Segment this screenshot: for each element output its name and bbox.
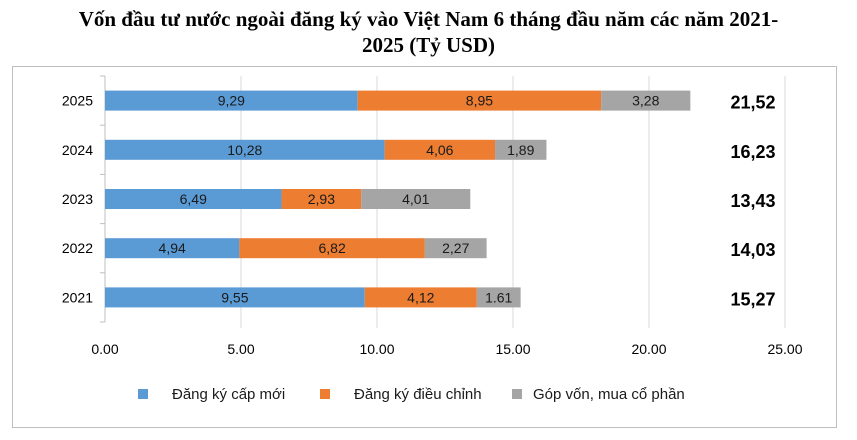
bar-segment [357, 90, 602, 111]
data-label: 2,93 [308, 191, 335, 207]
y-category-label: 2023 [62, 191, 93, 207]
bar-segment [424, 238, 487, 259]
data-label: 9,29 [218, 93, 245, 109]
bar-segment [364, 287, 477, 308]
x-tick-label: 25.00 [767, 341, 802, 357]
total-label: 16,23 [730, 142, 775, 162]
y-category-label: 2022 [62, 240, 93, 256]
bar-segment [105, 238, 240, 259]
data-label: 1,89 [507, 142, 534, 158]
legend-swatch [512, 389, 522, 399]
legend-swatch [138, 389, 148, 399]
x-tick-label: 0.00 [91, 341, 118, 357]
chart-title: Vốn đầu tư nước ngoài đăng ký vào Việt N… [0, 6, 857, 58]
bar-segment [281, 189, 362, 209]
data-label: 6,49 [180, 191, 207, 207]
legend-label: Đăng ký điều chỉnh [354, 386, 482, 403]
total-label: 21,52 [730, 93, 775, 113]
y-category-label: 2024 [62, 142, 93, 158]
bar-segment [495, 139, 547, 160]
data-label: 10,28 [227, 142, 262, 158]
total-label: 13,43 [730, 191, 775, 211]
legend-label: Đăng ký cấp mới [172, 386, 285, 403]
data-label: 4,12 [407, 289, 434, 305]
x-tick-label: 15.00 [495, 341, 530, 357]
data-label: 8,95 [466, 93, 493, 109]
bar-segment [105, 189, 282, 209]
data-label: 2,27 [442, 240, 469, 256]
x-tick-label: 5.00 [227, 341, 254, 357]
x-tick-label: 20.00 [631, 341, 666, 357]
data-label: 4,94 [159, 240, 186, 256]
y-category-label: 2021 [62, 289, 93, 305]
data-label: 3,28 [632, 93, 659, 109]
bar-segment [105, 139, 385, 160]
total-label: 15,27 [730, 289, 775, 309]
bar-segment [239, 238, 425, 259]
chart-frame [12, 66, 837, 428]
bar-segment [601, 90, 691, 111]
data-label: 6,82 [318, 240, 345, 256]
data-label: 1.61 [485, 289, 512, 305]
data-label: 9,55 [221, 289, 248, 305]
legend-swatch [320, 389, 330, 399]
bar-segment [105, 287, 365, 308]
data-label: 4,01 [402, 191, 429, 207]
title-line-1: Vốn đầu tư nước ngoài đăng ký vào Việt N… [78, 7, 779, 31]
bar-segment [361, 189, 471, 209]
bar-segment [476, 287, 521, 308]
title-line-2: 2025 (Tỷ USD) [361, 33, 495, 57]
bar-segment [384, 139, 496, 160]
data-label: 4,06 [426, 142, 453, 158]
legend-label: Góp vốn, mua cổ phần [533, 386, 685, 403]
total-label: 14,03 [730, 240, 775, 260]
bar-segment [105, 90, 358, 111]
x-tick-label: 10.00 [359, 341, 394, 357]
y-category-label: 2025 [62, 93, 93, 109]
